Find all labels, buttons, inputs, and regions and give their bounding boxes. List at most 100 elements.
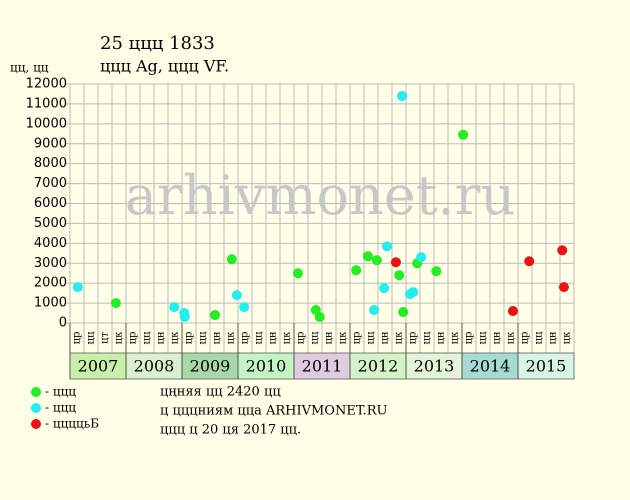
x-sub-label: цц xyxy=(142,331,153,344)
y-tick-label: 2000 xyxy=(34,276,67,291)
x-tick-label: 2015 xyxy=(526,357,567,376)
x-sub-label: цк xyxy=(562,331,573,344)
data-point xyxy=(557,245,568,256)
x-tick-label: 2007 xyxy=(78,357,119,376)
x-sub-label: цк xyxy=(226,331,237,344)
data-point xyxy=(72,282,83,293)
x-tick-label: 2010 xyxy=(246,357,287,376)
y-tick-label: 0 xyxy=(59,316,67,331)
legend-label: - ццццьБ xyxy=(45,417,99,431)
year-band xyxy=(293,352,351,380)
y-tick-label: 3000 xyxy=(34,256,67,271)
x-sub-label: цц xyxy=(254,331,265,344)
x-sub-label: цн xyxy=(268,331,279,344)
data-point xyxy=(179,312,190,323)
x-sub-label: цр xyxy=(296,332,307,345)
x-sub-label: цр xyxy=(72,332,83,345)
x-sub-label: цк xyxy=(282,331,293,344)
legend-label: - ццц xyxy=(45,385,76,399)
data-point xyxy=(371,255,382,266)
x-sub-label: цк xyxy=(394,331,405,344)
x-sub-label: цц xyxy=(86,331,97,344)
data-point xyxy=(398,307,409,318)
x-sub-label: цн xyxy=(492,331,503,344)
y-tick-label: 7000 xyxy=(34,176,67,191)
y-tick-label: 11000 xyxy=(26,96,67,111)
data-point xyxy=(558,282,569,293)
x-sub-label: цк xyxy=(338,331,349,344)
x-sub-label: цр xyxy=(184,332,195,345)
chart-title: 25 ццц 1833 xyxy=(100,33,215,54)
note: цңняя цц 2420 цц xyxy=(160,385,281,400)
x-sub-label: цц xyxy=(422,331,433,344)
y-tick-label: 6000 xyxy=(34,196,67,211)
x-sub-label: цн xyxy=(548,331,559,344)
x-sub-label: цн xyxy=(212,331,223,344)
x-tick-label: 2013 xyxy=(414,357,455,376)
data-point xyxy=(314,312,325,323)
data-point xyxy=(239,302,250,313)
legend-marker xyxy=(31,387,41,397)
data-point xyxy=(431,266,442,277)
x-tick-label: 2009 xyxy=(190,357,231,376)
data-point xyxy=(381,241,392,252)
data-point xyxy=(292,268,303,279)
x-sub-label: цр xyxy=(408,332,419,345)
data-point xyxy=(351,265,362,276)
year-band xyxy=(125,352,183,380)
x-sub-label: цн xyxy=(436,331,447,344)
data-point xyxy=(507,306,518,317)
note: ц цццниям цца ARHIVMONET.RU xyxy=(160,404,387,419)
data-point xyxy=(394,270,405,281)
y-tick-label: 5000 xyxy=(34,216,67,231)
x-sub-label: цн xyxy=(156,331,167,344)
x-sub-label: цк xyxy=(506,331,517,344)
data-point xyxy=(169,302,180,313)
year-band xyxy=(405,352,463,380)
y-tick-label: 1000 xyxy=(34,296,67,311)
x-sub-label: цц xyxy=(366,331,377,344)
x-sub-label: цк xyxy=(450,331,461,344)
legend-marker xyxy=(31,419,41,429)
x-tick-label: 2011 xyxy=(302,357,343,376)
data-point xyxy=(226,254,237,265)
x-sub-label: цр xyxy=(128,332,139,345)
y-tick-label: 8000 xyxy=(34,156,67,171)
legend-label: - ццц xyxy=(45,401,76,415)
x-tick-label: 2008 xyxy=(134,357,175,376)
data-point xyxy=(397,90,408,101)
data-point xyxy=(210,310,221,321)
x-sub-label: цц xyxy=(534,331,545,344)
data-point xyxy=(408,287,419,298)
x-sub-label: цц xyxy=(478,331,489,344)
y-tick-label: 9000 xyxy=(34,136,67,151)
x-sub-label: цр xyxy=(240,332,251,345)
x-sub-label: цр xyxy=(464,332,475,345)
x-sub-label: цн xyxy=(324,331,335,344)
y-tick-label: 12000 xyxy=(26,77,67,92)
data-point xyxy=(110,298,121,309)
x-tick-label: 2014 xyxy=(470,357,511,376)
x-sub-label: цт xyxy=(100,332,111,344)
data-point xyxy=(369,305,380,316)
y-axis-label: цц, цц xyxy=(10,61,49,75)
y-tick-label: 10000 xyxy=(26,116,67,131)
x-sub-label: цр xyxy=(352,332,363,345)
chart-subtitle: ццц Ag, ццц VF. xyxy=(100,57,229,76)
x-sub-label: цц xyxy=(310,331,321,344)
note: ццц ц 20 ця 2017 цц. xyxy=(160,423,301,438)
data-point xyxy=(458,129,469,140)
year-band xyxy=(69,352,127,380)
watermark: arhivmonet.ru xyxy=(125,164,515,227)
data-point xyxy=(231,290,242,301)
data-point xyxy=(416,252,427,263)
data-point xyxy=(362,251,373,262)
x-sub-label: цц xyxy=(198,331,209,344)
x-sub-label: цр xyxy=(520,332,531,345)
y-tick-label: 4000 xyxy=(34,236,67,251)
data-point xyxy=(390,257,401,268)
x-tick-label: 2012 xyxy=(358,357,399,376)
data-point xyxy=(524,256,535,267)
